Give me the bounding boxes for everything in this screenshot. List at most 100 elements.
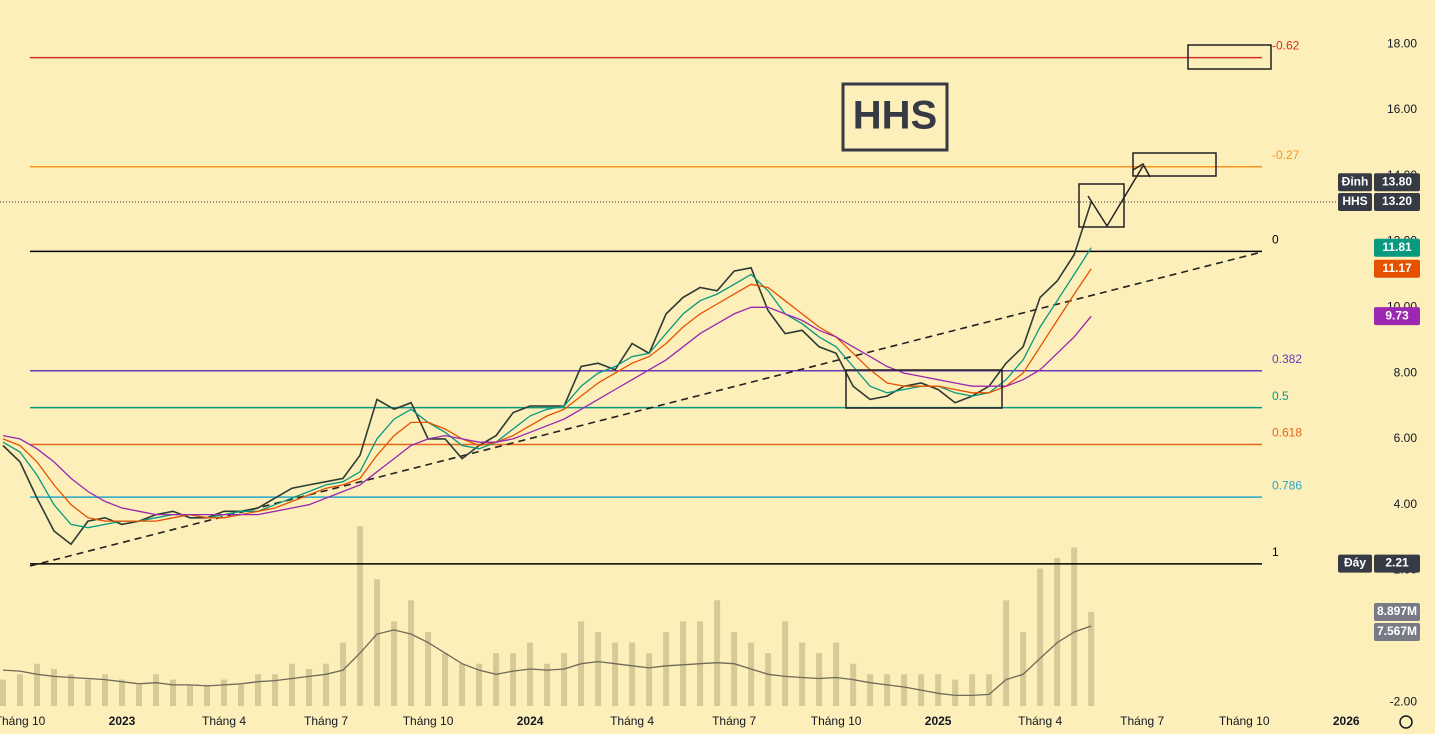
badge-value: 11.17 [1382,261,1412,275]
fib-label: 1 [1272,545,1279,559]
target-box [1187,44,1272,70]
y-tick-label: 16.00 [1387,102,1417,116]
y-tick-label: 8.00 [1394,365,1418,379]
volume-bar [323,663,330,706]
trend-line [29,251,1263,567]
badge-name-bg [1338,193,1372,212]
badge-name: HHS [1342,194,1367,208]
badge-bg [1374,173,1420,192]
badge-name-bg [1338,554,1372,573]
badge-bg [1374,193,1420,212]
volume-bar [476,663,483,706]
title-box [841,82,949,152]
badge-name: Đáy [1344,556,1366,570]
gear-backdrop [1392,710,1435,734]
range-box [845,369,1003,409]
volume-bar [833,642,840,706]
fib-label: -0.62 [1272,39,1300,53]
volume-bar [221,679,228,706]
badge-value: 7.567M [1377,624,1417,638]
fib-label: -0.27 [1272,148,1300,162]
badge-value: 9.73 [1385,308,1409,322]
volume-bar [102,674,109,706]
y-tick-label: -2.00 [1390,694,1418,708]
y-tick-label: 18.00 [1387,36,1417,50]
volume-bar [1020,632,1027,706]
badge-value: 8.897M [1377,604,1417,618]
moving-average [2,306,1092,516]
volume-bar [306,669,313,706]
volume-bar [714,600,721,706]
y-tick-label: 4.00 [1394,497,1418,511]
volume-bar [867,674,874,706]
badge-value: 2.21 [1385,556,1409,570]
arrow-head [1132,162,1151,178]
volume-bar [629,642,636,706]
volume-bar [544,663,551,706]
x-tick-label: 2026 [1333,714,1360,728]
x-tick-label: Tháng 7 [712,714,756,728]
settings-icon[interactable] [1399,715,1413,729]
volume-bar [1054,558,1061,706]
volume-bar [731,632,738,706]
volume-bar [765,653,772,706]
volume-bar [272,674,279,706]
badge-bg [1374,554,1420,573]
x-tick-label: Tháng 4 [202,714,246,728]
volume-bar [663,632,670,706]
x-tick-label: Tháng 10 [403,714,454,728]
volume-bar [1003,600,1010,706]
fib-label: 0.5 [1272,389,1289,403]
volume-bar [408,600,415,706]
target-box [1132,152,1217,177]
volume-bar [884,674,891,706]
badge-bg [1374,259,1420,278]
volume-bar [374,579,381,706]
volume-ma-line [2,625,1092,697]
fib-label: 0.618 [1272,426,1302,440]
volume-bar [935,674,942,706]
x-tick-label: 2024 [517,714,544,728]
volume-bar [1037,568,1044,706]
x-tick-label: Tháng 10 [0,714,46,728]
badge-value: 11.81 [1382,240,1412,254]
badge-bg [1374,602,1420,621]
volume-bar [748,642,755,706]
pattern-box [1078,183,1125,228]
volume-bar [986,674,993,706]
volume-bar [459,663,466,706]
volume-bar [391,621,398,706]
volume-bar [357,526,364,706]
volume-bar [68,674,75,706]
volume-bar [187,684,194,706]
volume-bar [595,632,602,706]
fib-label: 0.786 [1272,478,1302,492]
volume-bar [952,679,959,706]
x-tick-label: Tháng 4 [610,714,654,728]
path-arrow [1087,165,1144,228]
x-tick-label: Tháng 4 [1018,714,1062,728]
volume-bar [782,621,789,706]
badge-value: 13.80 [1382,174,1412,188]
badge-name: Đỉnh [1342,174,1369,188]
x-tick-label: Tháng 10 [1219,714,1270,728]
badge-bg [1374,238,1420,257]
badge-bg [1374,307,1420,326]
badge-bg [1374,622,1420,641]
volume-bar [799,642,806,706]
volume-bar [33,663,40,706]
volume-bar [969,674,976,706]
fib-label: 0.382 [1272,352,1302,366]
axes: 18.0016.0014.0012.0010.008.006.004.002.0… [0,36,1435,734]
volume-bar [493,653,500,706]
badge-name-bg [1338,173,1372,192]
volume-bar [16,674,23,706]
volume-bar [527,642,534,706]
volume-bar [510,653,517,706]
volume-bar [850,663,857,706]
x-tick-label: 2023 [109,714,136,728]
volume-bar [51,669,58,706]
volume-bar [153,674,160,706]
volume-bar [901,674,908,706]
volume-bar [612,642,619,706]
